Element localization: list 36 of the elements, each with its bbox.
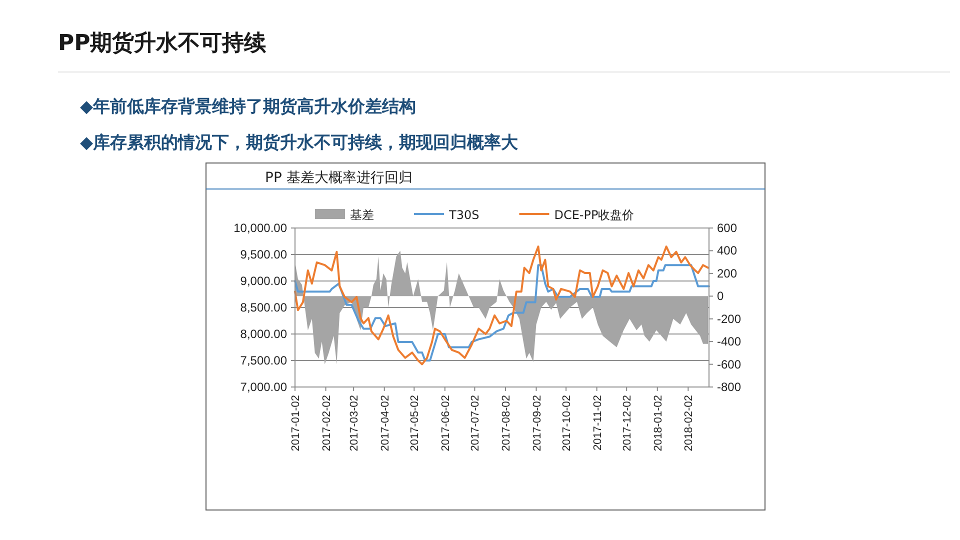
chart-subtitle: PP 基差大概率进行回归 xyxy=(265,170,412,186)
x-tick-label: 2017-05-02 xyxy=(409,395,422,452)
x-tick-label: 2017-11-02 xyxy=(592,395,604,450)
y-tick-label: 8,500.00 xyxy=(240,300,288,314)
x-tick-label: 2018-01-02 xyxy=(652,395,664,452)
y2-tick-label: -400 xyxy=(717,334,742,349)
y2-tick-label: 0 xyxy=(717,289,724,304)
y-tick-label: 8,000.00 xyxy=(240,327,288,341)
y2-tick-label: -600 xyxy=(717,357,742,372)
x-tick-label: 2017-04-02 xyxy=(379,395,392,452)
y-tick-label: 9,000.00 xyxy=(240,274,288,288)
x-tick-label: 2017-08-02 xyxy=(500,395,512,452)
x-tick-label: 2017-01-02 xyxy=(290,395,302,452)
x-tick-label: 2017-12-02 xyxy=(622,395,634,452)
legend-label: T30S xyxy=(448,208,480,222)
y-tick-label: 7,000.00 xyxy=(240,380,288,394)
y-tick-label: 9,500.00 xyxy=(240,248,288,262)
chart-title: PP期货升水不可持续 xyxy=(58,31,266,56)
y2-tick-label: 600 xyxy=(717,221,738,235)
x-tick-label: 2017-06-02 xyxy=(440,395,452,452)
y-tick-label: 10,000.00 xyxy=(234,221,288,235)
y-tick-label: 7,500.00 xyxy=(240,354,288,368)
y2-tick-label: -200 xyxy=(717,312,742,326)
x-tick-label: 2017-07-02 xyxy=(470,395,482,452)
y2-tick-label: 200 xyxy=(717,266,738,280)
legend-label: 基差 xyxy=(350,208,374,222)
text: ◆年前低库存背景维持了期货高升水价差结构 xyxy=(80,97,416,117)
x-tick-label: 2017-10-02 xyxy=(561,395,574,452)
x-tick-label: 2017-03-02 xyxy=(348,395,361,452)
text: ◆库存累积的情况下，期货升水不可持续，期现回归概率大 xyxy=(80,133,520,153)
x-tick-label: 2018-02-02 xyxy=(683,395,696,452)
y2-tick-label: -800 xyxy=(717,380,742,394)
x-tick-label: 2017-02-02 xyxy=(320,395,333,452)
y2-tick-label: 400 xyxy=(717,244,738,258)
x-tick-label: 2017-09-02 xyxy=(531,395,544,452)
legend-label: DCE-PP收盘价 xyxy=(554,208,634,222)
